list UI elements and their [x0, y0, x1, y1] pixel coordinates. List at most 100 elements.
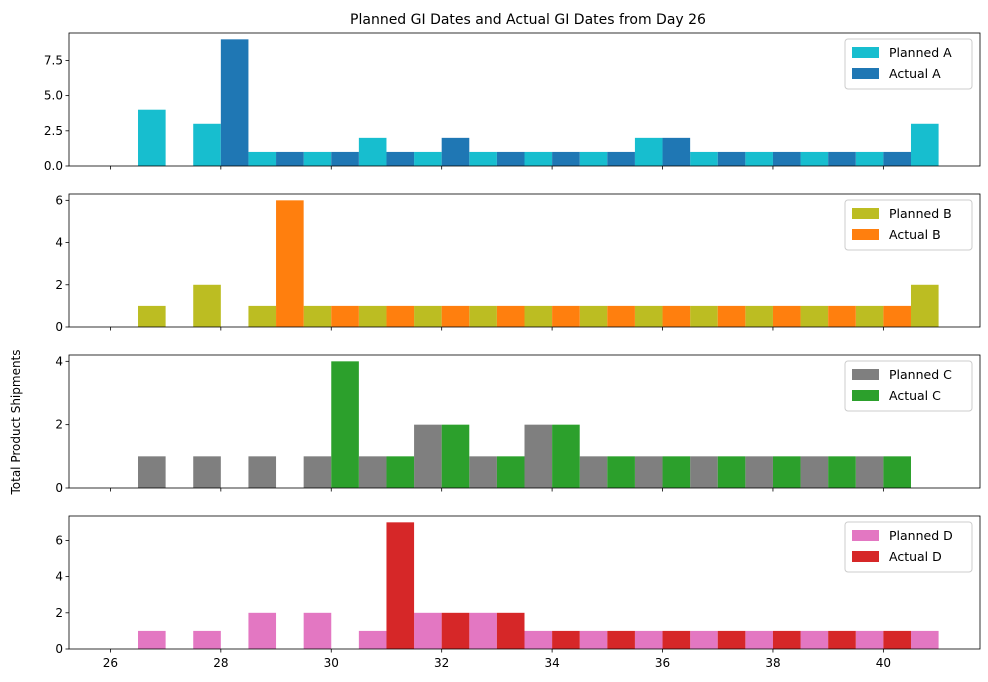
- y-tick-label: 4: [55, 570, 63, 584]
- bar: [717, 630, 746, 649]
- bar: [386, 522, 415, 649]
- bar: [524, 424, 553, 488]
- bar: [220, 39, 249, 167]
- bar: [662, 137, 691, 166]
- series-2-2: [276, 200, 911, 327]
- bar: [496, 612, 525, 649]
- axes-frame: [68, 32, 981, 167]
- bar: [248, 305, 277, 327]
- bar: [772, 630, 801, 649]
- bar: [800, 456, 829, 488]
- bar: [883, 630, 911, 649]
- bar: [800, 151, 829, 166]
- legend: Planned B Actual B: [844, 199, 973, 251]
- y-tick-label: 2: [55, 418, 63, 432]
- x-tick-label: 30: [324, 656, 339, 670]
- bar: [496, 305, 525, 327]
- bar: [248, 456, 277, 488]
- x-tick-label: 26: [103, 656, 118, 670]
- bar: [662, 630, 691, 649]
- subplot-2: 0 2 4 6 Planned B Actual B: [55, 193, 981, 334]
- bar: [303, 456, 332, 488]
- bar: [579, 456, 608, 488]
- legend: Planned A Actual A: [844, 38, 973, 90]
- bar: [441, 137, 470, 166]
- bar: [138, 630, 166, 649]
- bar: [910, 284, 939, 327]
- subplots: 0.0 2.5 5.0 7.5 Planned A Actual A 0 2 4 6 Planned…: [44, 32, 981, 670]
- bar: [607, 305, 635, 327]
- bar: [138, 456, 166, 488]
- subplot-1: 0.0 2.5 5.0 7.5 Planned A Actual A: [44, 32, 981, 173]
- legend-label: Planned A: [889, 45, 952, 60]
- bar: [414, 305, 442, 327]
- bar: [441, 612, 470, 649]
- y-tick-label: 2: [55, 278, 63, 292]
- y-tick-label: 7.5: [44, 53, 63, 67]
- bar: [690, 151, 718, 166]
- legend-swatch: [852, 369, 879, 380]
- bar: [248, 612, 277, 649]
- bar: [414, 612, 442, 649]
- bar: [883, 305, 911, 327]
- y-tick-label: 4: [55, 236, 63, 250]
- bar: [772, 305, 801, 327]
- bar: [386, 151, 415, 166]
- axes-frame: [68, 354, 981, 489]
- bar: [634, 305, 663, 327]
- bar: [193, 630, 221, 649]
- chart-title: Planned GI Dates and Actual GI Dates fro…: [350, 12, 706, 28]
- bar: [248, 151, 277, 166]
- bar: [855, 151, 884, 166]
- bar: [358, 305, 387, 327]
- bar: [414, 151, 442, 166]
- bar: [276, 151, 304, 166]
- legend-label: Actual C: [889, 388, 941, 403]
- bar: [772, 151, 801, 166]
- bar: [386, 305, 415, 327]
- bar: [690, 630, 718, 649]
- bar: [331, 151, 359, 166]
- y-tick-label: 0: [55, 320, 63, 334]
- bar: [690, 305, 718, 327]
- axes-frame: [68, 515, 981, 650]
- axes-frame: [68, 193, 981, 328]
- x-tick-label: 28: [213, 656, 228, 670]
- bar: [469, 151, 497, 166]
- bar: [717, 305, 746, 327]
- bar: [690, 456, 718, 488]
- bar: [828, 630, 856, 649]
- bar: [800, 305, 829, 327]
- bar: [745, 305, 773, 327]
- bar: [303, 151, 332, 166]
- legend-swatch: [852, 47, 879, 58]
- series-4-1: [138, 612, 939, 649]
- bar: [607, 630, 635, 649]
- bar: [496, 151, 525, 166]
- bar: [828, 151, 856, 166]
- bar: [745, 456, 773, 488]
- bar: [331, 305, 359, 327]
- bar: [717, 456, 746, 488]
- legend-swatch: [852, 229, 879, 240]
- series-4-2: [386, 522, 911, 649]
- bar: [552, 630, 580, 649]
- bar: [331, 361, 359, 488]
- x-tick-label: 40: [876, 656, 891, 670]
- series-3-1: [138, 424, 884, 488]
- legend-swatch: [852, 390, 879, 401]
- bar: [800, 630, 829, 649]
- x-tick-label: 34: [544, 656, 559, 670]
- bar: [828, 456, 856, 488]
- legend-swatch: [852, 530, 879, 541]
- bar: [138, 305, 166, 327]
- bar: [855, 305, 884, 327]
- bar: [662, 456, 691, 488]
- bar: [524, 630, 553, 649]
- bar: [552, 151, 580, 166]
- bar: [496, 456, 525, 488]
- bar: [138, 109, 166, 166]
- legend-swatch: [852, 68, 879, 79]
- x-tick-label: 38: [765, 656, 780, 670]
- series-3-2: [331, 361, 911, 488]
